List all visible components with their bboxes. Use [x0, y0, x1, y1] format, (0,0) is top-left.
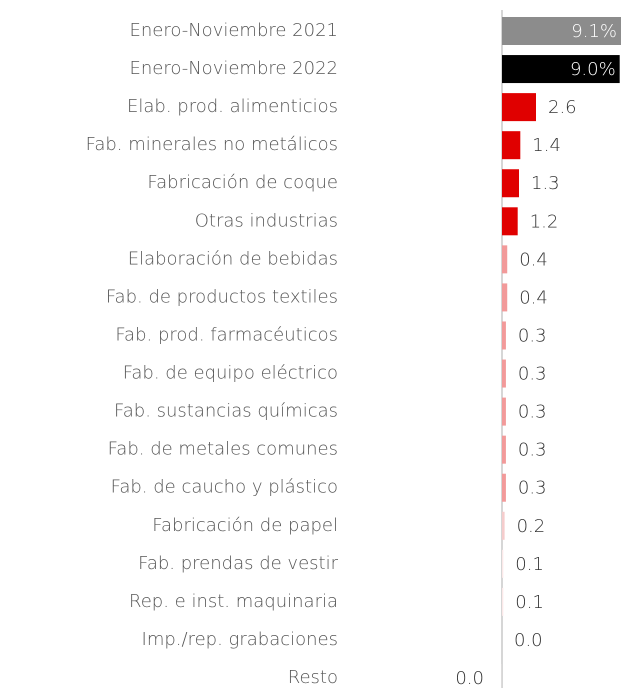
bar	[502, 587, 504, 616]
value-label: 0.3	[518, 364, 547, 385]
category-label: Imp./rep. grabaciones	[142, 629, 338, 650]
bar	[502, 321, 506, 350]
value-label: 0.4	[519, 287, 548, 308]
bar	[502, 245, 508, 274]
bar	[502, 131, 521, 160]
bar	[502, 397, 506, 426]
value-label: 1.3	[531, 173, 560, 194]
category-label: Fab. de equipo eléctrico	[123, 363, 338, 384]
category-label: Enero-Noviembre 2021	[130, 20, 338, 41]
bar	[502, 511, 505, 540]
bar	[502, 17, 621, 45]
value-label: 0.3	[518, 478, 547, 499]
category-label: Enero-Noviembre 2022	[130, 58, 338, 79]
category-label: Fab. prendas de vestir	[138, 553, 338, 574]
bar	[502, 435, 506, 464]
bar	[502, 549, 504, 578]
category-label: Otras industrias	[195, 210, 338, 231]
category-label: Fab. prod. farmacéuticos	[115, 324, 338, 345]
value-label: 2.6	[548, 97, 577, 118]
category-label: Fab. minerales no metálicos	[86, 134, 338, 155]
category-label: Fabricación de coque	[147, 172, 338, 193]
category-label: Resto	[288, 667, 338, 688]
value-label: 0.1	[515, 554, 544, 575]
value-label: 9.1%	[571, 21, 617, 42]
value-label: 9.0%	[570, 59, 616, 80]
category-label: Fab. de metales comunes	[108, 439, 338, 460]
category-label: Elaboración de bebidas	[128, 248, 338, 269]
category-label: Fabricación de papel	[152, 515, 338, 536]
category-label: Rep. e inst. maquinaria	[129, 591, 338, 612]
value-label: 0.3	[518, 325, 547, 346]
value-label: 1.4	[532, 135, 561, 156]
value-label: 0.3	[518, 440, 547, 461]
bar	[502, 93, 536, 122]
value-label: 0.3	[518, 402, 547, 423]
category-label: Fab. sustancias químicas	[114, 401, 338, 422]
category-label: Fab. de caucho y plástico	[111, 477, 338, 498]
bar	[502, 473, 506, 502]
bar	[502, 283, 508, 312]
category-label: Fab. de productos textiles	[106, 286, 338, 307]
value-label: 0.0	[514, 630, 543, 651]
bar	[502, 359, 506, 388]
bar	[502, 207, 518, 236]
value-label: 1.2	[530, 211, 559, 232]
value-label: 0.4	[519, 249, 548, 270]
bar	[502, 169, 519, 198]
category-label: Elab. prod. alimenticios	[127, 96, 338, 117]
value-label: 0.1	[515, 592, 544, 613]
value-label: 0.0	[455, 668, 484, 688]
bar	[502, 55, 620, 84]
value-label: 0.2	[517, 516, 546, 537]
